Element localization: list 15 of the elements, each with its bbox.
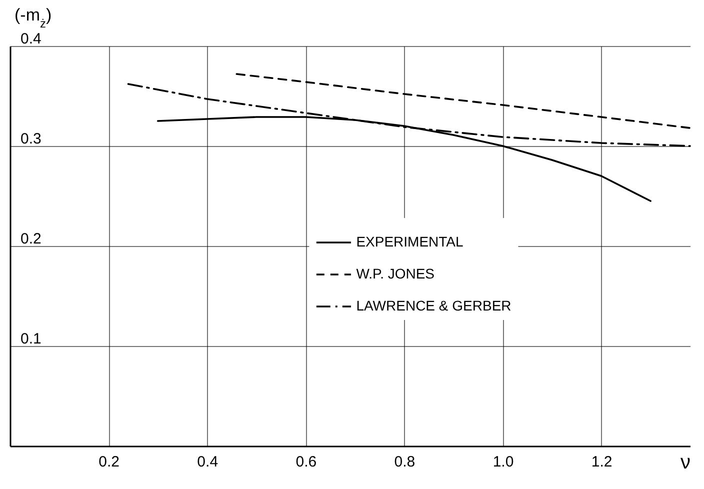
legend-label: LAWRENCE & GERBER	[356, 298, 512, 314]
x-tick-label: 1.0	[492, 454, 514, 470]
y-axis-title: (-m$_{ż}$)	[14, 6, 52, 30]
x-tick-label: 0.6	[296, 454, 317, 470]
x-tick-label: 0.8	[394, 454, 416, 470]
legend-label: W.P. JONES	[356, 266, 435, 282]
y-tick-label: 0.1	[20, 330, 42, 348]
y-tick-label: 0.3	[20, 130, 42, 148]
x-tick-label: 0.2	[98, 454, 120, 470]
legend-label: EXPERIMENTAL	[356, 234, 464, 250]
x-tick-label: 1.2	[591, 454, 612, 470]
x-tick-label: 0.4	[197, 454, 218, 470]
y-tick-label: 0.2	[20, 230, 42, 248]
x-axis-title: ν	[680, 452, 690, 474]
y-tick-label: 0.4	[20, 30, 42, 48]
